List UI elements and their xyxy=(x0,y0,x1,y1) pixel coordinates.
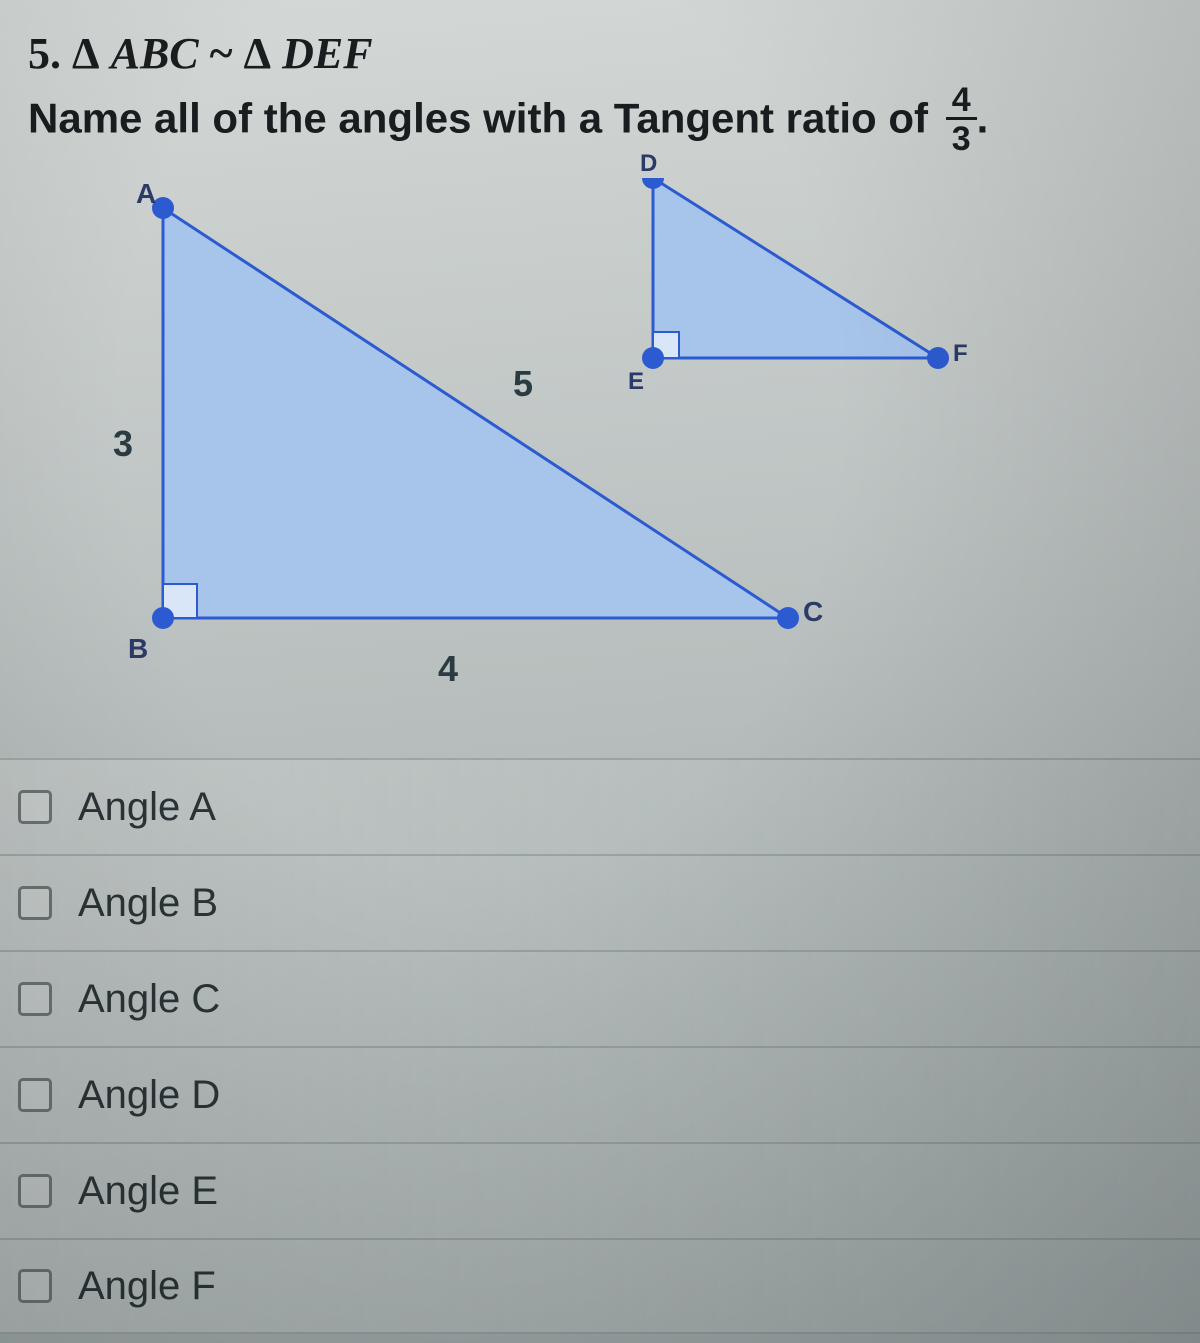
answer-options: Angle A Angle B Angle C Angle D Angle E … xyxy=(0,758,1200,1334)
option-label-c: Angle C xyxy=(78,977,220,1022)
diagram-svg xyxy=(68,178,1038,698)
question-title: 5. Δ ABC ~ Δ DEF xyxy=(28,28,1172,79)
triangle-symbol-1: Δ xyxy=(72,29,100,78)
triangle-2-name: DEF xyxy=(282,29,372,78)
checkbox-angle-b[interactable] xyxy=(18,886,52,920)
option-angle-b[interactable]: Angle B xyxy=(0,854,1200,950)
question-number: 5. xyxy=(28,29,61,78)
vertex-d-label: D xyxy=(640,150,657,178)
checkbox-angle-a[interactable] xyxy=(18,790,52,824)
similar-symbol: ~ xyxy=(210,29,233,78)
checkbox-angle-c[interactable] xyxy=(18,982,52,1016)
checkbox-angle-f[interactable] xyxy=(18,1269,52,1303)
prompt-text: Name all of the angles with a Tangent ra… xyxy=(28,95,928,142)
vertex-a-label: A xyxy=(136,178,156,210)
option-label-b: Angle B xyxy=(78,881,218,926)
side-bc-length: 4 xyxy=(438,648,458,690)
triangles-diagram: 3 4 5 A B C D E F xyxy=(68,178,1038,698)
question-block: 5. Δ ABC ~ Δ DEF Name all of the angles … xyxy=(0,0,1200,718)
prompt-period: . xyxy=(977,95,989,142)
tangent-ratio-fraction: 4 3 xyxy=(946,83,977,156)
option-label-a: Angle A xyxy=(78,785,216,830)
triangle-symbol-2: Δ xyxy=(244,29,272,78)
option-angle-c[interactable]: Angle C xyxy=(0,950,1200,1046)
question-prompt: Name all of the angles with a Tangent ra… xyxy=(28,85,1172,158)
fraction-numerator: 4 xyxy=(946,83,977,120)
fraction-denominator: 3 xyxy=(946,120,977,156)
vertex-b-label: B xyxy=(128,633,148,665)
vertex-c-label: C xyxy=(803,596,823,628)
triangle-1-name: ABC xyxy=(111,29,199,78)
option-angle-a[interactable]: Angle A xyxy=(0,758,1200,854)
option-label-f: Angle F xyxy=(78,1264,216,1309)
option-angle-e[interactable]: Angle E xyxy=(0,1142,1200,1238)
option-label-d: Angle D xyxy=(78,1073,220,1118)
option-angle-f[interactable]: Angle F xyxy=(0,1238,1200,1334)
side-ab-length: 3 xyxy=(113,423,133,465)
vertex-f-label: F xyxy=(953,340,968,368)
checkbox-angle-e[interactable] xyxy=(18,1174,52,1208)
side-ac-length: 5 xyxy=(513,363,533,405)
vertex-e-label: E xyxy=(628,368,644,396)
option-label-e: Angle E xyxy=(78,1169,218,1214)
option-angle-d[interactable]: Angle D xyxy=(0,1046,1200,1142)
checkbox-angle-d[interactable] xyxy=(18,1078,52,1112)
